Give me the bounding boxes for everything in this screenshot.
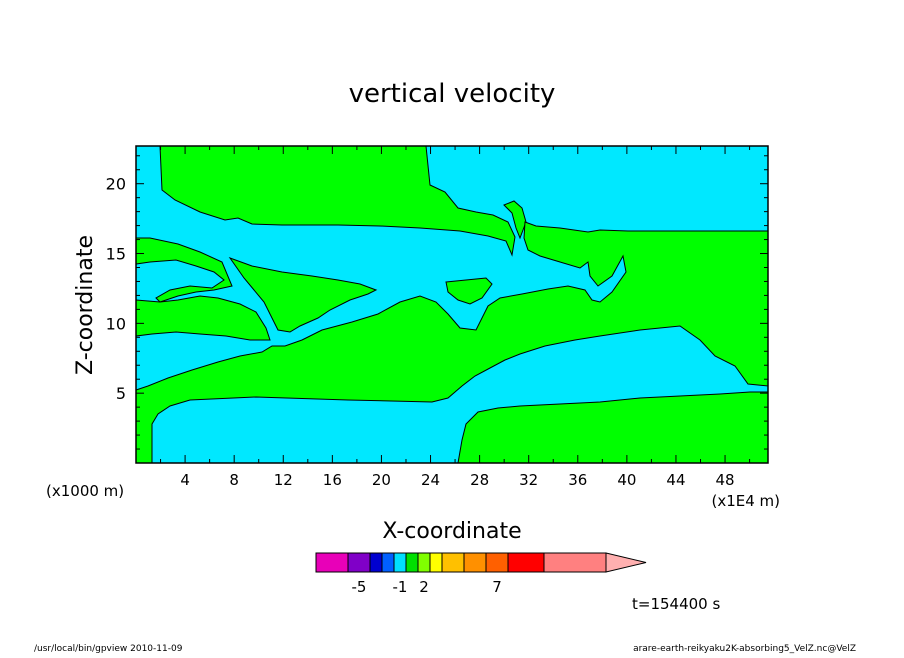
colorbar-label: -1 bbox=[393, 578, 408, 596]
contour-region-wedge bbox=[228, 256, 378, 333]
y-tick-label: 15 bbox=[106, 245, 126, 264]
x-tick-label: 44 bbox=[666, 471, 685, 489]
x-axis: 4 8 12 16 20 24 28 32 36 40 44 48 bbox=[160, 146, 751, 489]
plot-frame bbox=[135, 145, 769, 464]
x-tick-label: 24 bbox=[421, 471, 440, 489]
contour-region-top bbox=[159, 145, 516, 257]
colorbar-swatch bbox=[485, 552, 509, 573]
x-tick-label: 12 bbox=[274, 471, 293, 489]
x-tick-label: 28 bbox=[470, 471, 489, 489]
y-tick-label: 10 bbox=[106, 314, 126, 333]
contour-region-tongue bbox=[503, 200, 527, 240]
colorbar: -5 -1 2 7 bbox=[315, 552, 647, 596]
contour-region-left-mid bbox=[135, 295, 271, 341]
x-tick-label: 32 bbox=[519, 471, 538, 489]
colorbar-swatch bbox=[507, 552, 545, 573]
x-tick-label: 20 bbox=[372, 471, 391, 489]
y-tick-label: 20 bbox=[106, 175, 126, 194]
contour-region-right-upper bbox=[135, 221, 769, 464]
x-unit-left-label: (x1000 m) bbox=[46, 482, 124, 500]
x-tick-label: 48 bbox=[716, 471, 735, 489]
x-tick-label: 40 bbox=[617, 471, 636, 489]
x-unit-right-label: (x1E4 m) bbox=[711, 492, 780, 510]
colorbar-swatch bbox=[429, 552, 443, 573]
colorbar-label: 7 bbox=[492, 578, 502, 596]
x-tick-label: 16 bbox=[323, 471, 342, 489]
contour-region-small-island bbox=[445, 277, 493, 305]
y-axis-label: Z-coordinate bbox=[73, 235, 98, 375]
contour-region-left-upper bbox=[135, 237, 233, 303]
y-axis: 5 10 15 20 bbox=[106, 155, 768, 450]
plot-area bbox=[135, 145, 769, 464]
y-tick-label: 5 bbox=[116, 384, 126, 403]
chart-title: vertical velocity bbox=[349, 79, 556, 109]
colorbar-swatch bbox=[393, 552, 407, 573]
x-tick-label: 4 bbox=[180, 471, 190, 489]
colorbar-label: -5 bbox=[352, 578, 367, 596]
time-label: t=154400 s bbox=[632, 595, 720, 613]
colorbar-swatch bbox=[417, 552, 431, 573]
colorbar-label: 2 bbox=[419, 578, 429, 596]
colorbar-swatch bbox=[369, 552, 383, 573]
x-tick-label: 8 bbox=[229, 471, 239, 489]
colorbar-swatch bbox=[441, 552, 465, 573]
colorbar-swatch bbox=[543, 552, 607, 573]
colorbar-extend-arrow bbox=[605, 552, 647, 573]
colorbar-swatch bbox=[315, 552, 349, 573]
x-axis-label: X-coordinate bbox=[382, 519, 521, 544]
x-tick-label: 36 bbox=[568, 471, 587, 489]
footer-left: /usr/local/bin/gpview 2010-11-09 bbox=[34, 644, 183, 654]
colorbar-swatch bbox=[405, 552, 419, 573]
colorbar-swatch bbox=[381, 552, 395, 573]
footer-right: arare-earth-reikyaku2K-absorbing5_VelZ.n… bbox=[633, 644, 856, 654]
colorbar-swatch bbox=[347, 552, 371, 573]
contour-region-bottom-right bbox=[457, 391, 769, 464]
colorbar-swatch bbox=[463, 552, 487, 573]
